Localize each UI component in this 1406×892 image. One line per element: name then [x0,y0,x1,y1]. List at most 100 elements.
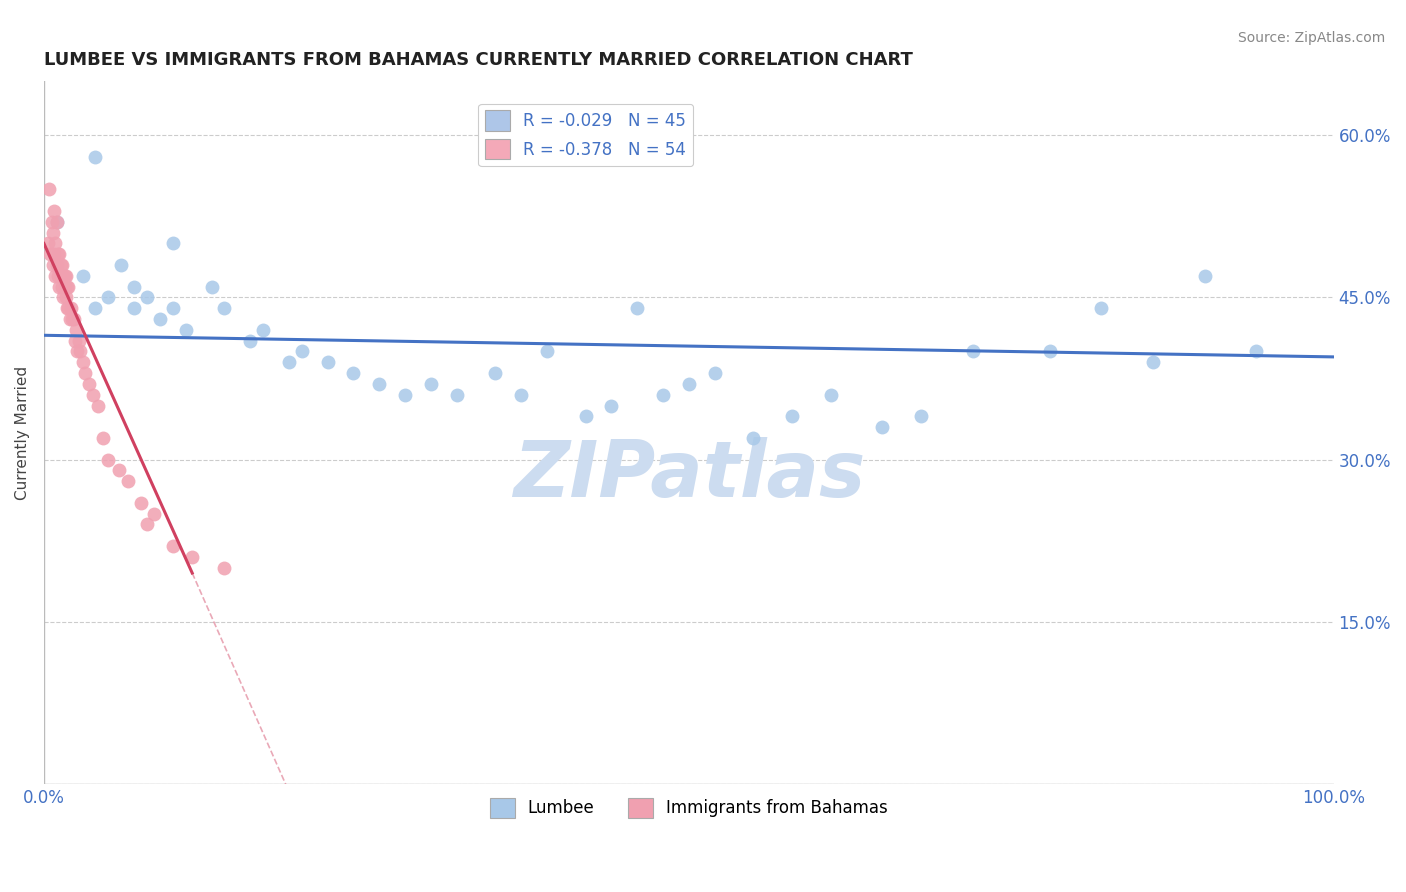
Point [84,301,107,316]
Point [703,366,725,380]
Point [59,312,82,326]
Point [49,268,72,283]
Point [291,344,314,359]
Point [63,334,86,348]
Point [56,279,79,293]
Point [44,236,66,251]
Point [97,290,120,304]
Point [107,463,129,477]
Point [87,399,110,413]
Point [69,344,91,359]
Point [1244,344,1267,359]
Point [162,301,184,316]
Point [181,549,204,564]
Point [45,215,67,229]
Point [56,301,79,316]
Point [58,301,80,316]
Point [38,182,60,196]
Point [122,301,145,316]
Point [394,388,416,402]
Point [678,376,700,391]
Text: LUMBEE VS IMMIGRANTS FROM BAHAMAS CURRENTLY MARRIED CORRELATION CHART: LUMBEE VS IMMIGRANTS FROM BAHAMAS CURREN… [44,51,912,69]
Point [129,496,152,510]
Point [59,301,82,316]
Point [536,344,558,359]
Point [42,226,65,240]
Point [742,431,765,445]
Point [72,355,94,369]
Point [136,290,159,304]
Point [45,258,67,272]
Point [58,279,80,293]
Point [55,268,77,283]
Point [46,247,69,261]
Point [52,290,75,304]
Point [66,344,89,359]
Point [91,431,114,445]
Point [1090,301,1112,316]
Point [62,312,84,326]
Point [870,420,893,434]
Point [46,268,69,283]
Point [142,507,165,521]
Point [368,376,391,391]
Y-axis label: Currently Married: Currently Married [15,366,30,500]
Point [239,334,262,348]
Point [67,334,90,348]
Point [72,268,94,283]
Point [82,388,104,402]
Point [45,215,67,229]
Point [162,539,184,553]
Point [780,409,803,424]
Point [55,290,77,304]
Point [600,399,623,413]
Point [53,279,76,293]
Point [1194,268,1216,283]
Point [84,150,107,164]
Legend: Lumbee, Immigrants from Bahamas: Lumbee, Immigrants from Bahamas [482,791,894,824]
Point [252,323,274,337]
Point [52,268,75,283]
Point [1039,344,1062,359]
Point [110,258,132,272]
Point [37,236,59,251]
Point [48,279,70,293]
Point [65,323,87,337]
Point [962,344,984,359]
Point [39,247,62,261]
Point [484,366,506,380]
Point [278,355,301,369]
Point [51,279,73,293]
Point [53,268,76,283]
Point [97,452,120,467]
Point [214,301,236,316]
Point [626,301,648,316]
Point [44,204,66,219]
Point [44,247,66,261]
Point [42,258,65,272]
Point [820,388,842,402]
Point [60,312,83,326]
Point [419,376,441,391]
Point [48,247,70,261]
Point [652,388,675,402]
Point [162,236,184,251]
Point [316,355,339,369]
Point [510,388,533,402]
Point [136,517,159,532]
Point [149,312,172,326]
Text: Source: ZipAtlas.com: Source: ZipAtlas.com [1237,31,1385,45]
Point [574,409,596,424]
Point [41,215,63,229]
Point [49,258,72,272]
Point [174,323,197,337]
Point [117,474,139,488]
Point [1142,355,1164,369]
Point [122,279,145,293]
Point [200,279,222,293]
Text: ZIPatlas: ZIPatlas [513,437,865,513]
Point [214,560,236,574]
Point [77,376,100,391]
Point [44,268,66,283]
Point [75,366,97,380]
